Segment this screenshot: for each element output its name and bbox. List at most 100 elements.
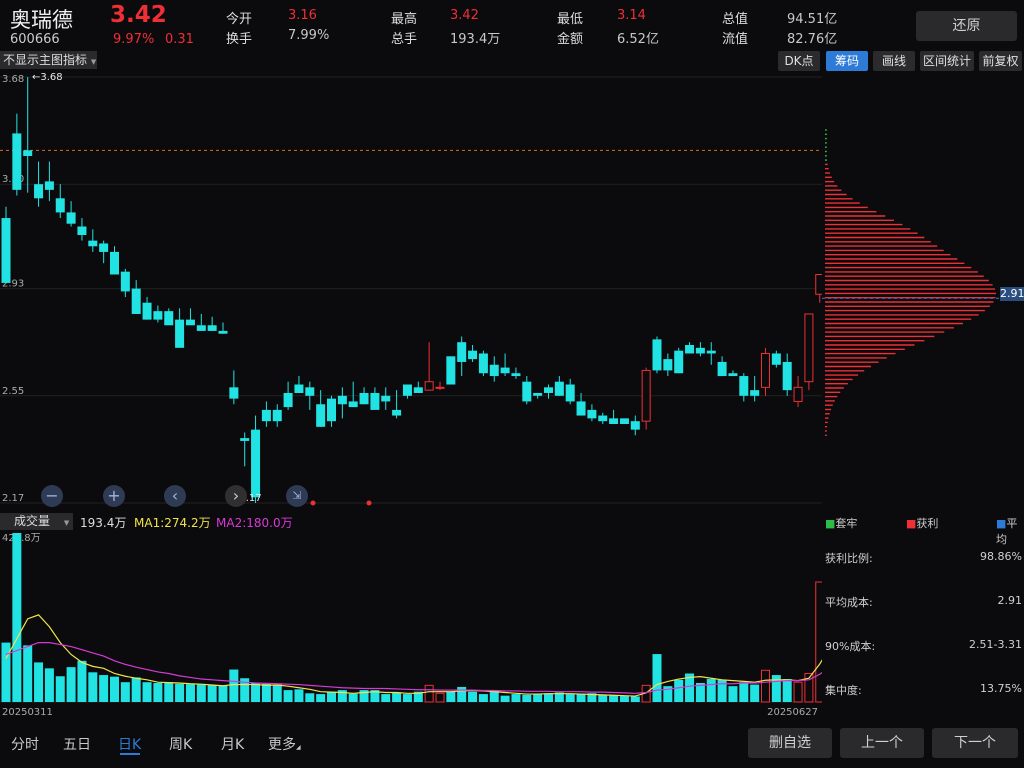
candle-body: [131, 288, 141, 314]
volume-bar: [619, 696, 629, 702]
tab-five-day[interactable]: 五日: [63, 737, 91, 753]
volume-bar: [695, 682, 705, 702]
legend-profit: ■获利: [906, 517, 939, 530]
candle-body: [500, 367, 510, 374]
volume-bar: [251, 682, 261, 702]
scroll-right-button[interactable]: ›: [225, 485, 247, 507]
volume-bar: [500, 695, 510, 702]
candle-body: [153, 311, 163, 320]
volume-bar: [88, 672, 98, 702]
volume-select[interactable]: 成交量 ▼: [0, 513, 73, 530]
candle-body: [272, 409, 282, 422]
collapse-button[interactable]: ⇲: [286, 485, 308, 507]
active-tab-underline: [120, 753, 140, 755]
candle-body: [327, 398, 336, 422]
tab-more[interactable]: 更多◢: [268, 734, 301, 754]
volume-bar: [489, 690, 499, 702]
cost-90-label: 90%成本:: [825, 640, 876, 653]
high-marker: ←3.68: [32, 72, 63, 83]
kline-chart[interactable]: 3.683.302.932.552.17←3.68←2.17SB: [0, 70, 822, 512]
candle-body: [77, 226, 87, 235]
candle-body: [576, 401, 586, 416]
candle-body: [750, 390, 760, 396]
candle-body: [695, 347, 705, 354]
candle-body: [446, 356, 456, 385]
minus-icon: −: [45, 486, 59, 505]
stock-code: 600666: [10, 32, 60, 47]
candle-body: [815, 273, 822, 295]
candle-body: [283, 392, 293, 408]
candle-body: [609, 418, 619, 425]
candle-body: [12, 133, 22, 190]
scroll-left-button[interactable]: ‹: [164, 485, 186, 507]
previous-button[interactable]: 上一个: [840, 728, 924, 758]
volume-bar: [348, 693, 358, 702]
volume-bar: [598, 694, 608, 702]
candle-body: [413, 387, 423, 393]
price-axis-label: 3.68: [2, 74, 24, 85]
volume-bar: [424, 684, 434, 703]
tab-forward-adjust[interactable]: 前复权: [979, 51, 1022, 71]
ma1-value: MA1:274.2万: [134, 516, 211, 530]
next-button[interactable]: 下一个: [932, 728, 1018, 758]
volume-bar: [554, 692, 564, 702]
volume-bar: [196, 684, 206, 702]
chevron-left-icon: ‹: [171, 486, 179, 505]
candle-body: [630, 421, 640, 430]
volume-bar: [761, 669, 770, 703]
zoom-in-button[interactable]: +: [103, 485, 125, 507]
candle-body: [641, 369, 651, 422]
volume-chart[interactable]: 426.8万02025031120250627: [0, 530, 822, 720]
candle-body: [196, 325, 206, 331]
tab-chips[interactable]: 筹码: [826, 51, 868, 71]
volume-bar: [793, 681, 803, 703]
tab-range-stats[interactable]: 区间统计: [920, 51, 974, 71]
candle-body: [261, 409, 271, 422]
remove-watchlist-button[interactable]: 删自选: [748, 728, 832, 758]
tab-monthly-k[interactable]: 月K: [221, 737, 245, 753]
volume-bar: [565, 694, 575, 702]
candle-body: [511, 373, 521, 377]
dk-point-button[interactable]: DK点: [778, 51, 820, 71]
volume-bar: [55, 676, 65, 702]
candle-body: [34, 184, 44, 199]
avg-cost-label: 平均成本:: [825, 596, 873, 609]
candle-body: [739, 376, 749, 396]
candle-body: [587, 409, 597, 419]
candle-body: [175, 319, 185, 348]
volume-bar: [218, 685, 228, 702]
candle-body: [207, 325, 217, 331]
volume-bar: [674, 679, 684, 702]
candle-body: [44, 181, 54, 190]
ma2-value: MA2:180.0万: [216, 516, 293, 530]
volume-bar: [815, 581, 822, 703]
quote-value: 6.52亿: [617, 32, 659, 47]
collapse-arrows-icon: ⇲: [292, 489, 302, 502]
volume-bar: [587, 693, 597, 702]
volume-bar: [305, 693, 315, 702]
tab-weekly-k[interactable]: 周K: [169, 737, 193, 753]
volume-select-label: 成交量: [14, 514, 51, 528]
volume-bar: [185, 684, 195, 702]
restore-button[interactable]: 还原: [916, 11, 1017, 41]
volume-bar: [66, 667, 76, 702]
volume-bar: [110, 676, 119, 702]
legend-average: ■平均: [996, 517, 1018, 546]
quote-value: 3.16: [288, 8, 317, 23]
volume-bar: [804, 672, 814, 703]
candle-body: [761, 352, 770, 388]
volume-bar: [771, 675, 781, 702]
volume-bar: [131, 677, 141, 702]
tab-draw-line[interactable]: 画线: [873, 51, 915, 71]
candle-body: [489, 364, 499, 377]
volume-bar: [272, 684, 282, 702]
stock-name: 奥瑞德: [10, 8, 73, 32]
volume-bar: [261, 683, 271, 702]
tab-intraday[interactable]: 分时: [11, 737, 39, 753]
candle-body: [316, 404, 326, 427]
tab-daily-k[interactable]: 日K: [118, 737, 142, 753]
profit-ratio-value: 98.86%: [980, 550, 1022, 563]
candle-body: [544, 387, 553, 393]
indicator-select[interactable]: 不显示主图指标 ▼: [0, 51, 97, 69]
zoom-out-button[interactable]: −: [41, 485, 63, 507]
